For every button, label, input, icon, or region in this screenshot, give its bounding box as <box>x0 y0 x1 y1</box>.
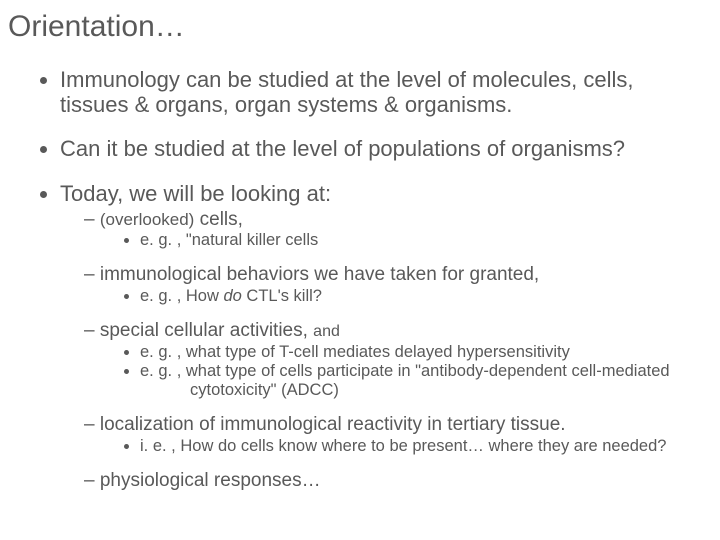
bullet-3-2-a-italic: do <box>223 287 241 305</box>
bullet-3-1-sublist: e. g. , "natural killer cells <box>100 231 702 250</box>
bullet-3-2-a-rest: CTL's kill? <box>242 287 322 305</box>
slide-title: Orientation… <box>8 10 702 44</box>
bullet-3-2-text: immunological behaviors we have taken fo… <box>100 264 539 285</box>
bullet-3-3-sublist: e. g. , what type of T-cell mediates del… <box>100 343 702 400</box>
bullet-3-3-and: and <box>313 323 340 340</box>
bullet-3: Today, we will be looking at: (overlooke… <box>60 182 702 492</box>
bullet-3-3: special cellular activities, and e. g. ,… <box>84 320 702 400</box>
bullet-3-1-prefix: (overlooked) <box>100 210 195 229</box>
bullet-3-5: physiological responses… <box>84 470 702 492</box>
bullet-2: Can it be studied at the level of popula… <box>60 137 702 162</box>
bullet-3-4-sublist: i. e. , How do cells know where to be pr… <box>100 437 702 456</box>
bullet-3-1-rest: cells, <box>194 209 243 230</box>
bullet-3-4: localization of immunological reactivity… <box>84 414 702 456</box>
bullet-3-4-text: localization of immunological reactivity… <box>100 414 566 435</box>
bullet-3-2-sublist: e. g. , How do CTL's kill? <box>100 287 702 306</box>
bullet-3-1-a: e. g. , "natural killer cells <box>140 231 702 250</box>
bullet-3-sublist: (overlooked) cells, e. g. , "natural kil… <box>60 209 702 492</box>
bullet-3-2-a: e. g. , How do CTL's kill? <box>140 287 702 306</box>
bullet-3-2-a-prefix: e. g. , How <box>140 287 223 305</box>
bullet-3-2: immunological behaviors we have taken fo… <box>84 264 702 306</box>
bullet-3-4-a: i. e. , How do cells know where to be pr… <box>140 437 702 456</box>
bullet-3-text: Today, we will be looking at: <box>60 181 331 206</box>
bullet-3-3-a: e. g. , what type of T-cell mediates del… <box>140 343 702 362</box>
slide: Orientation… Immunology can be studied a… <box>0 0 720 540</box>
bullet-1: Immunology can be studied at the level o… <box>60 68 702 117</box>
bullet-3-3-b: e. g. , what type of cells participate i… <box>140 362 702 400</box>
bullet-3-3-text: special cellular activities, <box>100 320 313 341</box>
bullet-3-1: (overlooked) cells, e. g. , "natural kil… <box>84 209 702 251</box>
bullet-list: Immunology can be studied at the level o… <box>8 68 702 492</box>
